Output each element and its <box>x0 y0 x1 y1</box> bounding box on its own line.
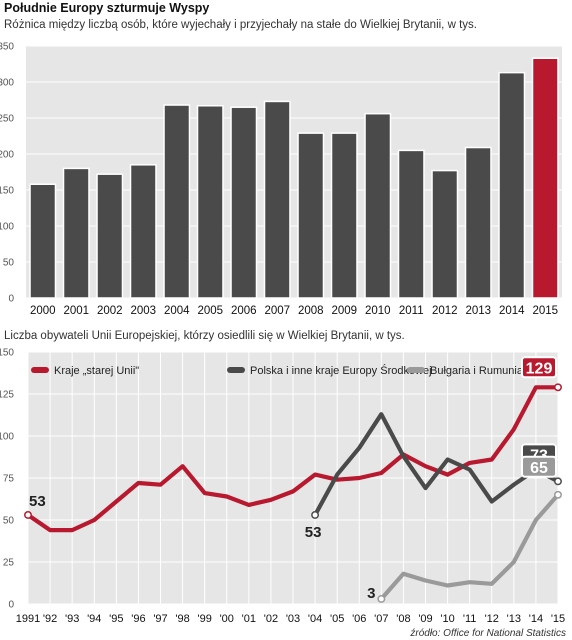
x-tick-label: '13 <box>507 613 521 625</box>
bar-2002 <box>96 173 124 299</box>
endpoint-marker <box>311 511 320 519</box>
legend-label: Kraje „starej Unii" <box>54 365 139 377</box>
x-tick-label: '99 <box>197 613 211 625</box>
x-tick-label: '07 <box>374 613 388 625</box>
x-tick-label: '05 <box>330 613 344 625</box>
start-label-old-eu: 53 <box>29 493 46 510</box>
x-tick-label: '14 <box>529 613 543 625</box>
bar-2011 <box>397 149 425 299</box>
y-tick-label: 150 <box>0 348 14 359</box>
bottom-chart-subtitle: Liczba obywateli Unii Europejskiej, któr… <box>4 330 405 342</box>
source-note: źródło: Office for National Statistics <box>410 628 566 639</box>
endpoint-marker <box>554 477 562 486</box>
endpoint-marker <box>377 595 386 603</box>
end-value-box-bg-ro <box>521 455 557 478</box>
start-label-poland: 53 <box>305 524 322 541</box>
x-tick-label: 2013 <box>465 305 491 317</box>
x-tick-label: '98 <box>175 613 189 625</box>
x-tick-label: 2014 <box>499 305 525 317</box>
legend-item-old-eu: Kraje „starej Unii" <box>31 365 139 377</box>
endpoint-marker <box>554 383 562 392</box>
x-tick-label: '92 <box>43 613 57 625</box>
x-tick-label: '95 <box>109 613 123 625</box>
x-tick-label: 2011 <box>399 305 424 317</box>
endpoint-marker <box>554 490 562 499</box>
x-tick-label: 2015 <box>532 305 558 317</box>
bar-2014 <box>498 71 526 299</box>
x-tick-label: '11 <box>463 613 477 625</box>
x-tick-label: '08 <box>396 613 410 625</box>
legend-item-bg-ro: Bułgaria i Rumunia <box>407 365 524 377</box>
bar-2001 <box>62 167 90 299</box>
x-tick-label: 2001 <box>63 305 89 317</box>
legend-label: Bułgaria i Rumunia <box>430 365 524 377</box>
bar-2013 <box>464 146 492 299</box>
x-tick-label: '00 <box>220 613 234 625</box>
headline: Południe Europy szturmuje Wyspy <box>4 1 210 15</box>
x-tick-label: '01 <box>242 613 256 625</box>
y-tick-label: 75 <box>3 474 15 485</box>
y-tick-label: 100 <box>0 432 14 443</box>
x-tick-label: 2003 <box>130 305 156 317</box>
x-tick-label: '94 <box>87 613 101 625</box>
x-tick-label: 2005 <box>197 305 223 317</box>
y-tick-label: 200 <box>0 150 14 161</box>
end-value-label-bg-ro: 65 <box>530 460 548 477</box>
x-tick-label: 2002 <box>97 305 123 317</box>
bar-2015 <box>531 57 559 299</box>
x-tick-label: 2006 <box>231 305 257 317</box>
x-tick-label: '12 <box>485 613 499 625</box>
y-tick-label: 350 <box>0 42 14 53</box>
bar-2004 <box>163 104 191 299</box>
y-tick-label: 0 <box>8 294 14 305</box>
bar-2010 <box>364 112 392 299</box>
x-tick-label: 1991 <box>16 613 40 625</box>
bar-2006 <box>230 106 258 299</box>
y-tick-label: 50 <box>3 516 15 527</box>
bar-2000 <box>29 183 57 299</box>
series-line-poland <box>313 412 561 518</box>
legend-label: Polska i inne kraje Europy Środkowej <box>250 364 432 377</box>
bar-2008 <box>297 132 325 299</box>
x-tick-label: 2000 <box>30 305 56 317</box>
x-tick-label: '02 <box>264 613 278 625</box>
x-tick-label: '04 <box>308 613 322 625</box>
x-tick-label: '97 <box>153 613 167 625</box>
end-value-box-old-eu <box>521 356 557 379</box>
x-tick-label: 2012 <box>432 305 458 317</box>
x-tick-label: 2010 <box>365 305 391 317</box>
x-tick-label: '03 <box>286 613 300 625</box>
x-tick-label: '15 <box>551 613 565 625</box>
y-tick-label: 250 <box>0 114 14 125</box>
x-tick-label: 2004 <box>164 305 190 317</box>
bar-2003 <box>129 164 157 299</box>
start-label-bg-ro: 3 <box>367 585 375 602</box>
y-tick-label: 300 <box>0 78 14 89</box>
bar-2012 <box>431 169 459 299</box>
bar-2007 <box>263 100 291 299</box>
y-tick-label: 100 <box>0 222 14 233</box>
x-tick-label: 2008 <box>298 305 324 317</box>
y-tick-label: 50 <box>3 258 15 269</box>
y-tick-label: 0 <box>8 600 14 611</box>
bar-2005 <box>196 105 224 299</box>
bar-chart: 0 50 100 150 200 250 300 350 2000 2001 2002 2003 200… <box>0 42 562 317</box>
bar-2009 <box>330 132 358 299</box>
x-tick-label: '10 <box>440 613 454 625</box>
y-tick-label: 125 <box>0 390 14 401</box>
x-tick-label: '93 <box>65 613 79 625</box>
y-tick-label: 25 <box>3 558 15 569</box>
x-tick-label: '09 <box>418 613 432 625</box>
top-chart-subtitle: Różnica między liczbą osób, które wyjech… <box>4 19 477 31</box>
y-tick-label: 150 <box>0 186 14 197</box>
x-tick-label: 2009 <box>331 305 357 317</box>
end-value-label-old-eu: 129 <box>526 360 553 377</box>
x-tick-label: '96 <box>131 613 145 625</box>
x-tick-label: '06 <box>352 613 366 625</box>
endpoint-marker <box>24 511 32 519</box>
legend-item-poland: Polska i inne kraje Europy Środkowej <box>227 364 432 377</box>
x-tick-label: 2007 <box>264 305 290 317</box>
line-chart: 0 25 50 75 100 125 150 1991'92 '93 '94 '95 '96 '97 '9… <box>0 348 565 626</box>
